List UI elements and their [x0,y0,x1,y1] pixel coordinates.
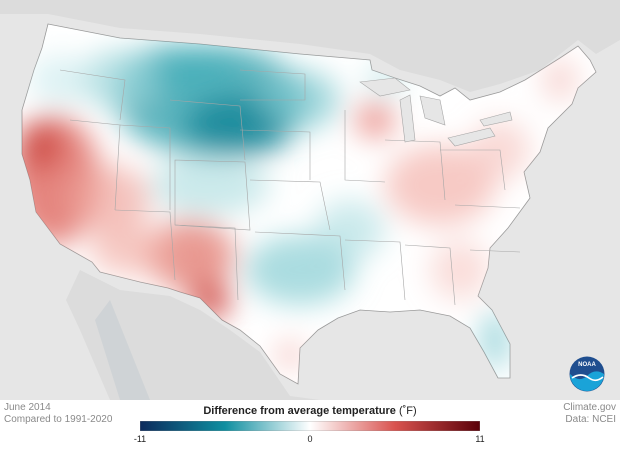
legend-unit: (˚F) [398,405,417,417]
map-area [0,0,620,400]
canada-land [0,0,620,92]
legend-color-bar [140,421,480,431]
water-shade [95,300,150,400]
us-temperature-map [0,0,620,400]
legend-title-text: Difference from average temperature [203,405,396,417]
state-borders [59,69,521,306]
noaa-logo: NOAA [569,356,605,392]
great-lakes [359,77,513,147]
source-data-label: Data: NCEI [565,414,616,425]
legend-min-label: -11 [133,434,147,444]
noaa-logo-text: NOAA [578,362,596,368]
legend-title: Difference from average temperature (˚F) [140,405,480,417]
legend-mid-label: 0 [307,434,313,444]
period-label: June 2014 [4,402,51,413]
baseline-label: Compared to 1991-2020 [4,414,113,425]
source-site-label: Climate.gov [563,402,616,413]
legend-max-label: 11 [475,434,485,444]
